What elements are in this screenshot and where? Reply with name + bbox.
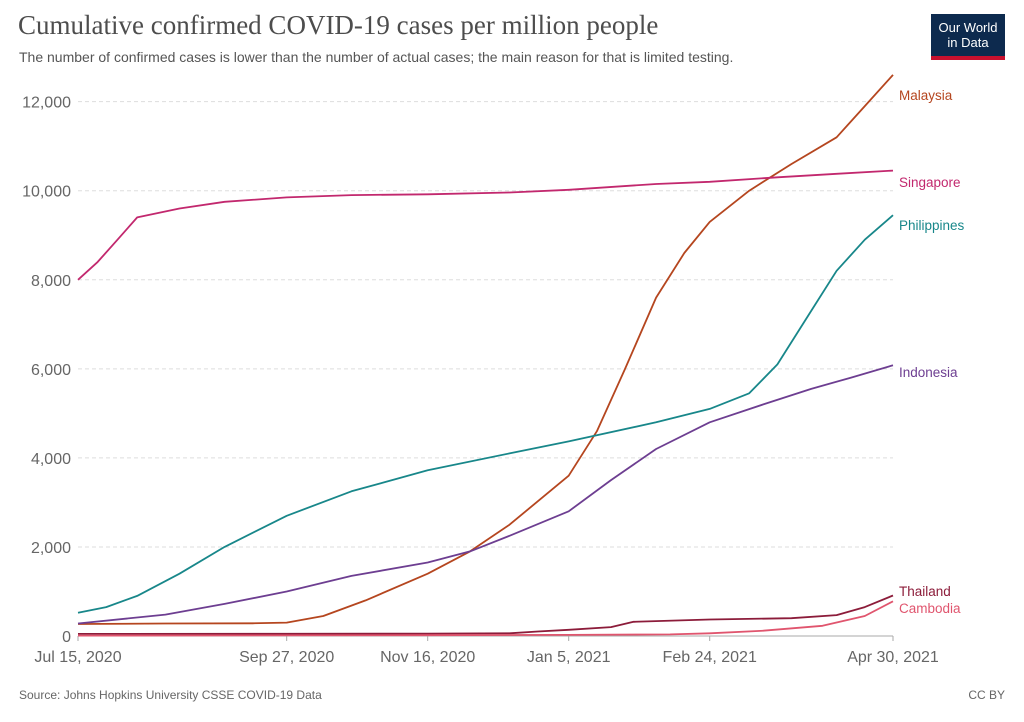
series-line-philippines	[77, 214, 894, 614]
x-tick-label: Feb 24, 2021	[663, 649, 757, 666]
chart-subtitle: The number of confirmed cases is lower t…	[19, 49, 734, 65]
series-label-cambodia: Cambodia	[899, 601, 961, 616]
logo-line-2: in Data	[947, 35, 989, 50]
series-label-thailand: Thailand	[899, 584, 951, 599]
series-label-malaysia: Malaysia	[899, 88, 953, 103]
x-tick-label: Sep 27, 2020	[239, 649, 334, 666]
series-line-malaysia	[77, 74, 894, 625]
series-line-thailand	[77, 594, 894, 635]
y-tick-label: 6,000	[31, 362, 71, 379]
logo-line-1: Our World	[938, 20, 998, 35]
y-tick-label: 12,000	[22, 95, 71, 112]
owid-logo[interactable]: Our World in Data	[931, 14, 1005, 60]
x-tick-label: Apr 30, 2021	[847, 649, 939, 666]
series-line-singapore	[77, 169, 894, 281]
y-tick-label: 0	[62, 629, 71, 646]
license-link[interactable]: CC BY	[968, 688, 1005, 702]
x-tick-label: Nov 16, 2020	[380, 649, 475, 666]
source-note[interactable]: Source: Johns Hopkins University CSSE CO…	[19, 688, 322, 702]
x-tick-label: Jul 15, 2020	[34, 649, 121, 666]
y-tick-label: 8,000	[31, 273, 71, 290]
y-tick-label: 10,000	[22, 184, 71, 201]
chart-title: Cumulative confirmed COVID-19 cases per …	[18, 10, 659, 40]
series-label-indonesia: Indonesia	[899, 365, 958, 380]
series-label-philippines: Philippines	[899, 218, 965, 233]
series-line-indonesia	[77, 364, 894, 625]
y-tick-label: 2,000	[31, 540, 71, 557]
y-tick-label: 4,000	[31, 451, 71, 468]
series-line-cambodia	[77, 600, 894, 637]
x-tick-label: Jan 5, 2021	[527, 649, 611, 666]
series-label-singapore: Singapore	[899, 175, 961, 190]
